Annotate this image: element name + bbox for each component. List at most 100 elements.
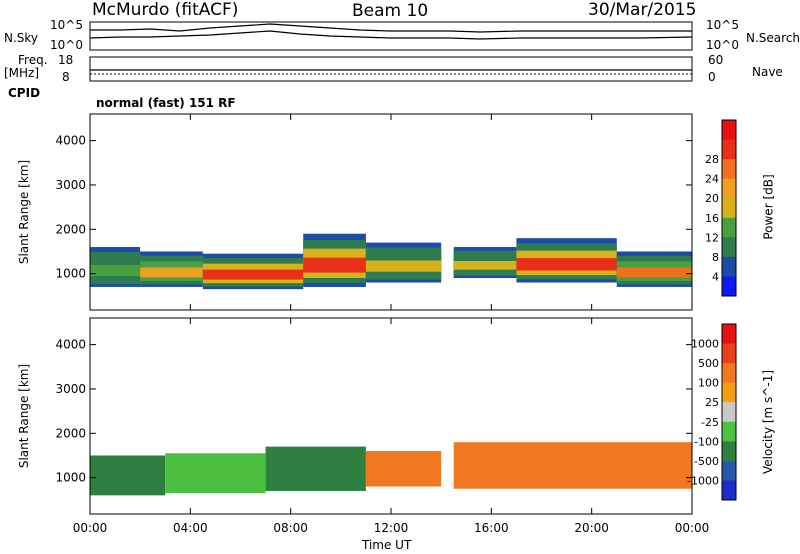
colorbar-tick-3: 25 xyxy=(705,396,719,409)
colorbar-swatch-5 xyxy=(722,421,736,442)
velocity-band-4 xyxy=(453,442,692,489)
colorbar-tick-4: -25 xyxy=(701,416,719,429)
colorbar-swatch-7 xyxy=(722,256,736,277)
colorbar-swatch-5 xyxy=(722,217,736,238)
power-y-axis: 1000 2000 3000 4000 xyxy=(55,134,692,281)
power-band-2-layer-3 xyxy=(202,269,304,280)
x-tick-label-3: 12:00 xyxy=(374,521,409,535)
cpid-label: CPID xyxy=(8,86,41,100)
velocity-colorbar: 1000 500 100 25 -25 -100 -500 -1000 xyxy=(687,323,737,501)
colorbar-swatch-2 xyxy=(722,159,736,180)
colorbar-swatch-3 xyxy=(722,178,736,199)
power-band-4-layer-3 xyxy=(365,260,442,272)
noise-strip-panel xyxy=(89,21,693,51)
power-panel: 1000 2000 3000 4000 xyxy=(55,113,693,311)
nsky-tick-low: 10^0 xyxy=(50,38,83,52)
colorbar-tick-5: 24 xyxy=(705,173,719,186)
nsearch-tick-high: 10^5 xyxy=(706,18,739,32)
colorbar-swatch-0 xyxy=(722,324,736,345)
freq-unit: [MHz] xyxy=(4,66,40,80)
frequency-strip-frame xyxy=(89,56,693,82)
y-tick-label-2: 3000 xyxy=(55,382,86,396)
velocity-x-axis: 00:00 04:00 08:00 12:00 16:00 20:00 00:00 xyxy=(73,318,710,535)
nsearch-tick-low: 10^0 xyxy=(706,38,739,52)
colorbar-swatch-3 xyxy=(722,382,736,403)
power-band-0-layer-3 xyxy=(90,264,141,277)
noise-sky-trace xyxy=(90,23,692,33)
y-tick-label-0: 1000 xyxy=(55,471,86,485)
power-band-1-layer-3 xyxy=(140,267,203,278)
freq-tick-high: 18 xyxy=(58,53,74,67)
colorbar-swatch-0 xyxy=(722,120,736,141)
velocity-colorbar-title: Velocity [m s^-1] xyxy=(761,369,776,475)
y-tick-label-1: 2000 xyxy=(55,426,86,440)
velocity-panel: 1000 2000 3000 4000 00:00 04:00 08:00 12:00 16:… xyxy=(55,317,710,535)
power-data-layer xyxy=(90,233,692,290)
velocity-y-axis-title: Slant Range [km] xyxy=(17,363,32,469)
colorbar-swatch-6 xyxy=(722,441,736,462)
colorbar-tick-7: -1000 xyxy=(687,474,719,487)
colorbar-swatch-1 xyxy=(722,343,736,364)
power-band-6-layer-3 xyxy=(516,258,617,271)
x-tick-label-6: 00:00 xyxy=(675,521,710,535)
power-band-3-layer-3 xyxy=(303,257,366,273)
station-title: McMurdo (fitACF) xyxy=(92,0,239,20)
velocity-band-3 xyxy=(365,451,442,487)
nsky-label: N.Sky xyxy=(4,31,39,45)
velocity-y-axis: 1000 2000 3000 4000 xyxy=(55,338,692,485)
power-band-7-layer-3 xyxy=(616,267,692,278)
power-colorbar: 4 8 12 16 20 24 28 xyxy=(705,119,737,297)
power-band-5-layer-3 xyxy=(453,261,517,270)
y-tick-label-0: 1000 xyxy=(55,267,86,281)
colorbar-swatch-8 xyxy=(722,480,736,501)
nsearch-label: N.Search xyxy=(746,31,800,45)
noise-strip-frame xyxy=(89,21,693,51)
colorbar-swatch-4 xyxy=(722,402,736,423)
power-x-axis xyxy=(89,114,693,310)
frequency-strip-panel xyxy=(89,56,693,82)
colorbar-swatch-1 xyxy=(722,139,736,160)
colorbar-tick-4: 20 xyxy=(705,192,719,205)
colorbar-swatch-2 xyxy=(722,363,736,384)
colorbar-swatch-4 xyxy=(722,198,736,219)
nsky-tick-high: 10^5 xyxy=(50,18,83,32)
nave-tick-high: 60 xyxy=(708,53,724,67)
power-colorbar-title: Power [dB] xyxy=(761,174,776,240)
y-tick-label-2: 3000 xyxy=(55,178,86,192)
x-tick-label-5: 20:00 xyxy=(574,521,609,535)
x-tick-label-1: 04:00 xyxy=(173,521,208,535)
x-tick-label-4: 16:00 xyxy=(474,521,509,535)
freq-label: Freq. xyxy=(18,53,48,67)
x-tick-label-0: 00:00 xyxy=(73,521,108,535)
colorbar-tick-3: 16 xyxy=(705,212,719,225)
velocity-band-0 xyxy=(90,455,166,496)
velocity-band-2 xyxy=(265,446,366,491)
nave-label: Nave xyxy=(752,65,783,79)
power-y-axis-title: Slant Range [km] xyxy=(17,159,32,265)
colorbar-tick-5: -100 xyxy=(694,435,719,448)
colorbar-tick-1: 500 xyxy=(698,357,719,370)
y-tick-label-1: 2000 xyxy=(55,222,86,236)
freq-tick-low: 8 xyxy=(62,70,70,84)
x-tick-label-2: 08:00 xyxy=(273,521,308,535)
colorbar-swatch-6 xyxy=(722,237,736,258)
colorbar-frame xyxy=(721,119,737,297)
colorbar-tick-0: 1000 xyxy=(691,338,719,351)
colorbar-tick-6: -500 xyxy=(694,455,719,468)
colorbar-tick-0: 4 xyxy=(712,270,719,283)
y-tick-label-3: 4000 xyxy=(55,338,86,352)
velocity-band-1 xyxy=(165,453,266,494)
y-tick-label-3: 4000 xyxy=(55,134,86,148)
nave-tick-low: 0 xyxy=(708,70,716,84)
noise-search-trace xyxy=(89,30,693,40)
colorbar-tick-6: 28 xyxy=(705,153,719,166)
beam-title: Beam 10 xyxy=(352,1,429,21)
velocity-data-layer xyxy=(90,442,692,496)
colorbar-swatch-7 xyxy=(722,460,736,481)
date-title: 30/Mar/2015 xyxy=(588,0,697,20)
colorbar-tick-1: 8 xyxy=(712,251,719,264)
cpid-value: normal (fast) 151 RF xyxy=(96,96,236,110)
colorbar-tick-2: 12 xyxy=(705,231,719,244)
colorbar-tick-2: 100 xyxy=(698,377,719,390)
